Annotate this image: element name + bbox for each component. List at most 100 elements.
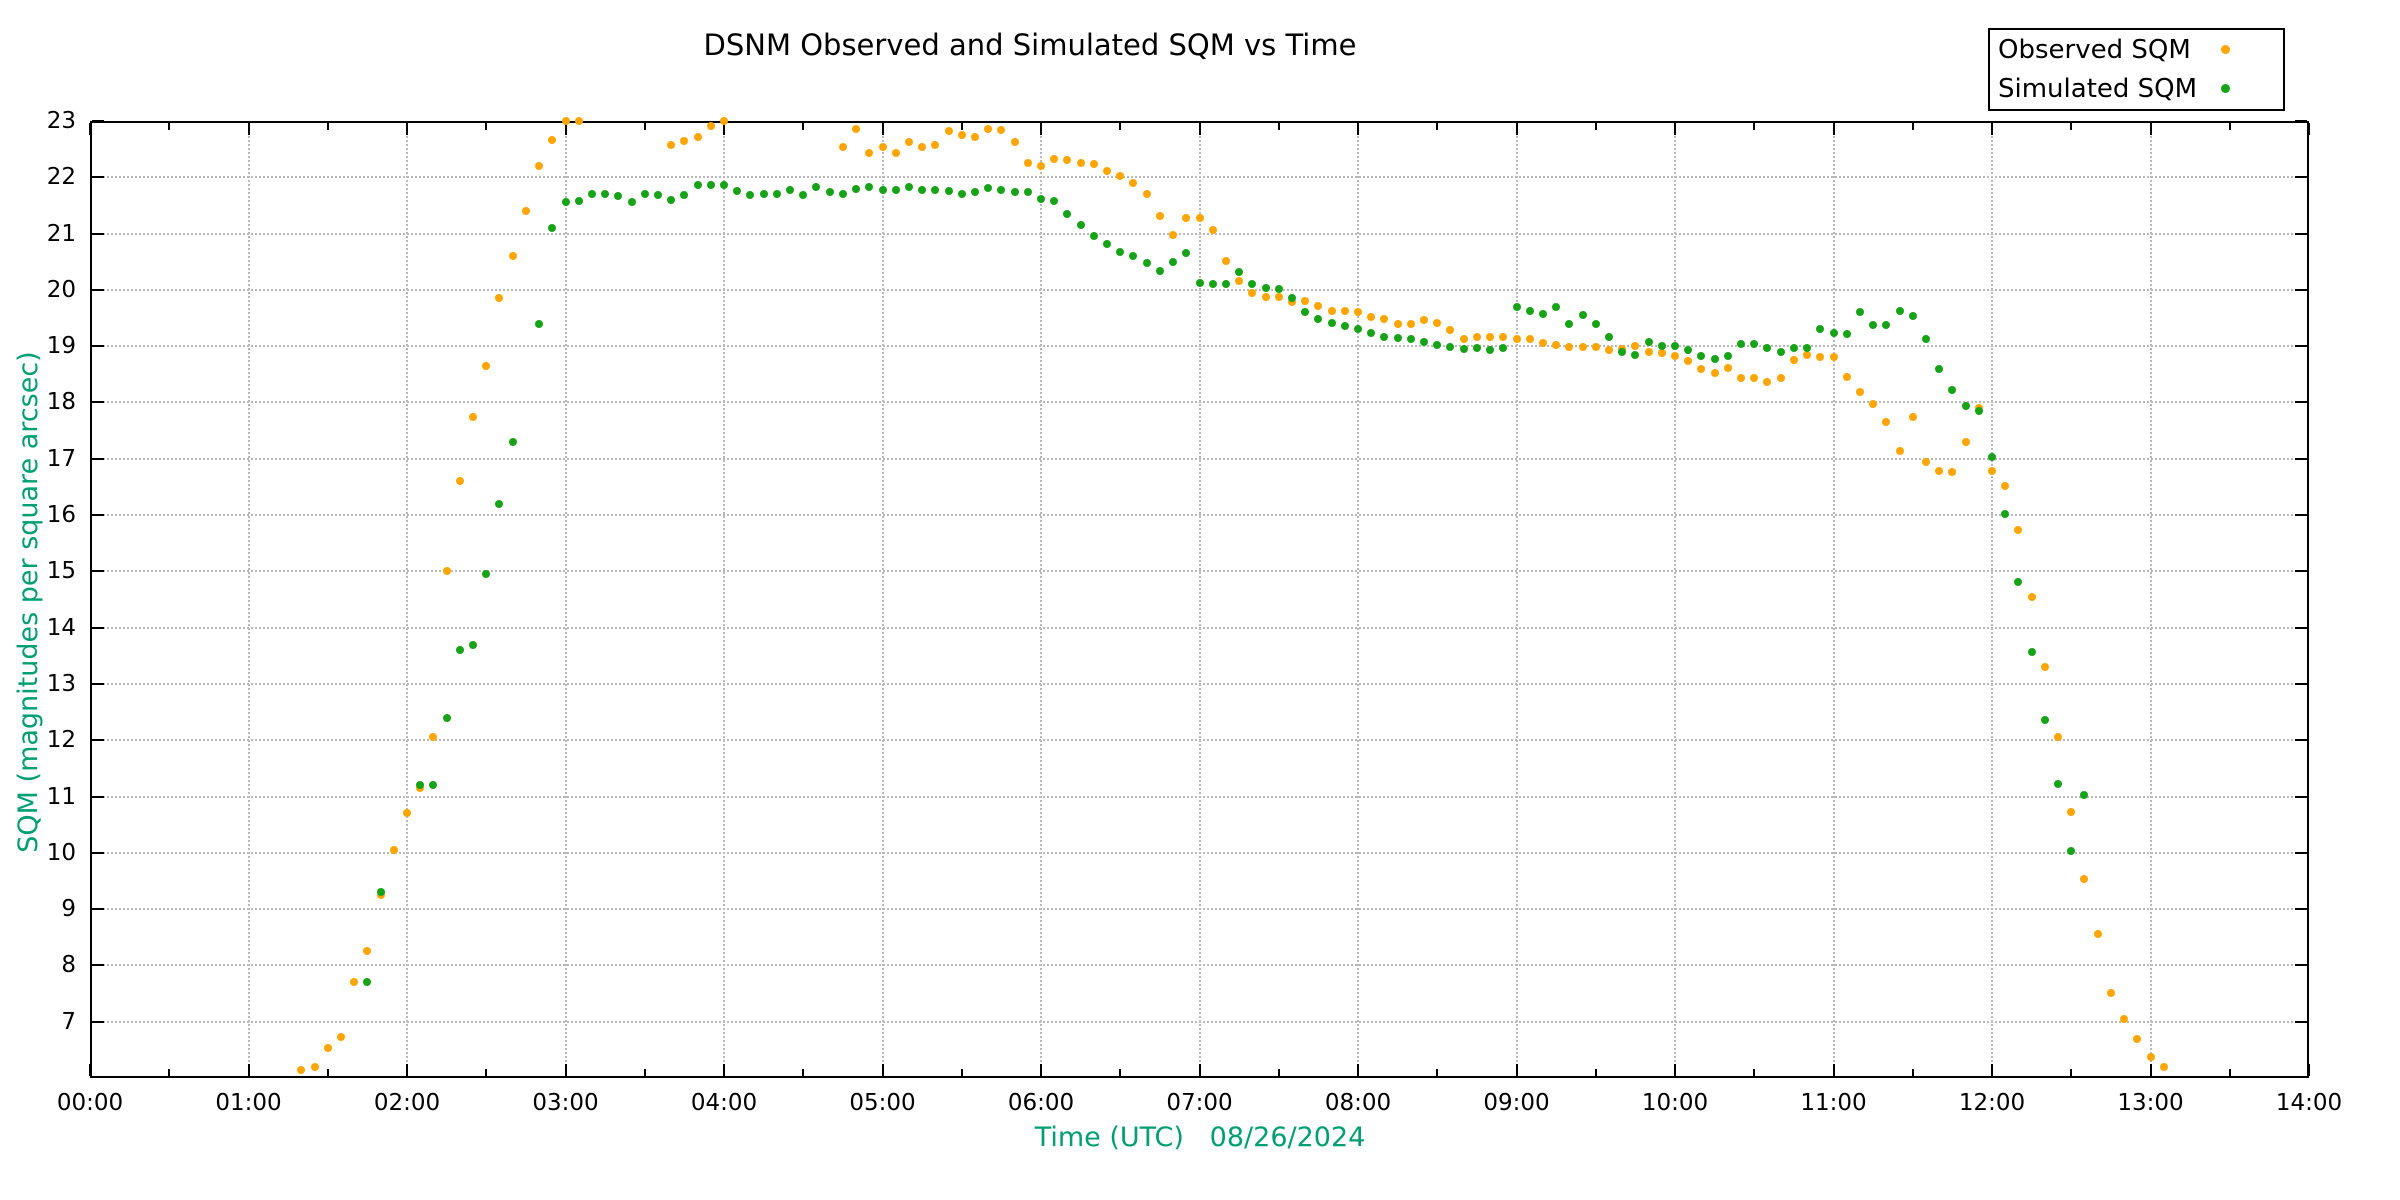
data-point-simulated: [1750, 340, 1759, 349]
data-point-observed: [1367, 312, 1376, 321]
data-point-simulated: [2067, 847, 2076, 856]
data-point-observed: [1327, 306, 1336, 315]
data-point-observed: [1921, 457, 1930, 466]
data-point-observed: [2001, 481, 2010, 490]
data-point-simulated: [495, 499, 504, 508]
x-minor-tick: [1911, 1069, 1914, 1076]
data-point-simulated: [984, 183, 993, 192]
x-gridline: [406, 121, 408, 1078]
x-minor-tick: [1753, 1069, 1756, 1076]
data-point-observed: [1644, 348, 1653, 357]
observed-marker-icon: [2221, 45, 2230, 54]
data-point-simulated: [1050, 196, 1059, 205]
data-point-observed: [1261, 293, 1270, 302]
data-point-simulated: [759, 190, 768, 199]
data-point-simulated: [970, 188, 979, 197]
x-tick-label: 02:00: [373, 1090, 441, 1116]
data-point-observed: [1710, 368, 1719, 377]
y-tick: [2295, 682, 2307, 685]
data-point-observed: [2040, 663, 2049, 672]
data-point-simulated: [1472, 343, 1481, 352]
y-tick: [92, 682, 104, 685]
data-point-simulated: [1578, 311, 1587, 320]
data-point-observed: [891, 149, 900, 158]
x-tick-label: 11:00: [1800, 1090, 1867, 1116]
y-tick-label: 10: [46, 839, 76, 866]
x-minor-tick: [1436, 1069, 1439, 1076]
x-minor-tick: [802, 123, 805, 130]
data-point-observed: [2146, 1053, 2155, 1062]
data-point-simulated: [1076, 221, 1085, 230]
y-tick: [92, 964, 104, 967]
data-point-simulated: [772, 189, 781, 198]
data-point-observed: [2014, 525, 2023, 534]
data-point-simulated: [1512, 303, 1521, 312]
y-gridline: [90, 795, 2309, 798]
data-point-simulated: [2001, 510, 2010, 519]
data-point-observed: [1155, 212, 1164, 221]
data-point-observed: [680, 137, 689, 146]
x-tick-label: 14:00: [2275, 1090, 2343, 1116]
data-point-observed: [469, 412, 478, 421]
x-minor-tick: [2070, 123, 2073, 130]
data-point-observed: [918, 143, 927, 152]
data-point-simulated: [455, 646, 464, 655]
data-point-simulated: [548, 223, 557, 232]
x-tick: [1832, 123, 1835, 135]
data-point-simulated: [1538, 309, 1547, 318]
x-tick: [247, 1064, 250, 1076]
x-tick: [1515, 1064, 1518, 1076]
x-tick-label: 09:00: [1483, 1090, 1550, 1116]
data-point-observed: [1895, 447, 1904, 456]
data-point-simulated: [1631, 350, 1640, 359]
data-point-observed: [1116, 172, 1125, 181]
y-gridline: [90, 401, 2309, 404]
x-tick-label: 01:00: [215, 1090, 282, 1116]
data-point-simulated: [1710, 354, 1719, 363]
x-tick: [1040, 123, 1042, 135]
data-point-simulated: [1604, 333, 1613, 342]
y-tick-label: 11: [46, 783, 76, 810]
x-tick: [1040, 1064, 1042, 1076]
data-point-simulated: [1644, 337, 1653, 346]
y-tick: [92, 795, 104, 798]
y-tick: [92, 1020, 104, 1023]
data-point-observed: [1433, 318, 1442, 327]
x-minor-tick: [1594, 123, 1597, 130]
data-point-simulated: [706, 180, 715, 189]
y-tick: [2295, 795, 2307, 798]
x-gridline: [1040, 121, 1042, 1078]
x-minor-tick: [960, 123, 963, 130]
data-point-simulated: [469, 640, 478, 649]
data-point-observed: [693, 132, 702, 141]
data-point-simulated: [1261, 284, 1270, 293]
data-point-observed: [1287, 298, 1296, 307]
x-gridline: [1674, 121, 1676, 1078]
data-point-simulated: [1842, 330, 1851, 339]
y-tick: [92, 457, 104, 460]
data-point-observed: [667, 141, 676, 150]
data-point-observed: [1169, 231, 1178, 240]
data-point-observed: [1499, 333, 1508, 342]
y-tick-label: 16: [46, 502, 76, 529]
x-minor-tick: [2070, 1069, 2073, 1076]
data-point-observed: [1789, 356, 1798, 365]
x-tick: [1198, 123, 1201, 135]
x-axis-title: Time (UTC) 08/26/2024: [1034, 1122, 1366, 1153]
x-tick: [2308, 1064, 2310, 1076]
data-point-simulated: [1142, 259, 1151, 268]
data-point-observed: [1697, 364, 1706, 373]
y-tick-label: 20: [46, 276, 76, 303]
x-minor-tick: [2228, 123, 2231, 130]
data-point-observed: [323, 1043, 332, 1052]
y-gridline: [90, 288, 2309, 291]
data-point-simulated: [2014, 578, 2023, 587]
data-point-observed: [455, 477, 464, 486]
data-point-simulated: [1974, 407, 1983, 416]
data-point-simulated: [1829, 328, 1838, 337]
data-point-simulated: [878, 186, 887, 195]
x-tick: [406, 1064, 408, 1076]
y-tick: [92, 288, 104, 291]
data-point-observed: [1406, 319, 1415, 328]
data-point-simulated: [1446, 343, 1455, 352]
